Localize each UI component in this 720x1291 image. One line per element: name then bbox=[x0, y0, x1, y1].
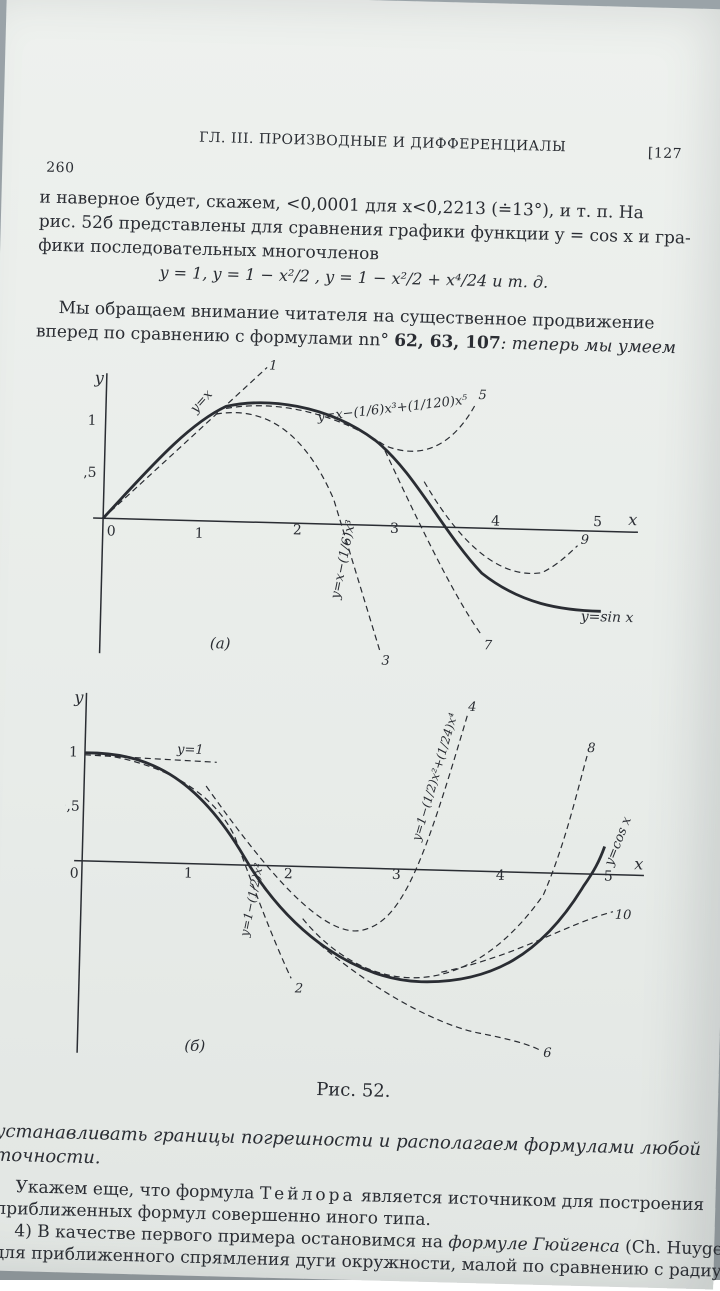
tick-label: 1 bbox=[195, 526, 204, 542]
curve-end-number: 5 bbox=[478, 388, 487, 403]
cos-curve bbox=[84, 751, 606, 984]
x-axis bbox=[74, 859, 644, 877]
tick-label: 3 bbox=[392, 867, 401, 883]
tick-label: 5 bbox=[604, 868, 613, 884]
curve-label-cos: y=cos x bbox=[602, 814, 635, 869]
dashed-curve-5 bbox=[225, 402, 477, 452]
curve-label-y-x: y=x bbox=[187, 387, 216, 417]
chapter-title: ГЛ. III. ПРОИЗВОДНЫЕ И ДИФФЕРЕНЦИАЛЫ bbox=[198, 129, 567, 156]
tick-label: 0,5 bbox=[59, 798, 80, 815]
curve-end-number: 8 bbox=[587, 741, 596, 756]
tick-label: 5 bbox=[593, 514, 602, 530]
tick-label: 1 bbox=[184, 865, 193, 881]
tick-label: 0,5 bbox=[79, 464, 96, 481]
tick-label: 3 bbox=[390, 521, 399, 537]
page-number: 260 bbox=[46, 159, 75, 177]
y-axis-label: y bbox=[94, 368, 105, 387]
dashed-curve-8 bbox=[302, 755, 588, 979]
curve-end-number: 1 bbox=[269, 359, 278, 374]
text-fragment: (Ch. Huygens) bbox=[624, 1237, 720, 1261]
tick-label: 4 bbox=[491, 513, 500, 529]
sin-curve bbox=[102, 401, 601, 613]
section-number: [127 bbox=[647, 145, 683, 163]
curve-label-taylor2: y=1−(1/2)x² bbox=[237, 862, 266, 939]
curve-end-number: 10 bbox=[615, 908, 632, 923]
text-line: точности. bbox=[0, 1144, 101, 1169]
curve-end-number: 9 bbox=[580, 533, 589, 548]
tick-label: 1 bbox=[87, 413, 96, 429]
formula-refs: 62, 63, 107 bbox=[393, 330, 501, 354]
curve-label-taylor5: y=x−(1/6)x³+(1/120)x⁵ bbox=[315, 393, 469, 425]
dashed-curve-10 bbox=[441, 911, 614, 973]
text-line: фики последовательных многочленов bbox=[37, 235, 380, 265]
curve-end-number: 6 bbox=[543, 1046, 552, 1061]
curve-label-sin: y=sin x bbox=[579, 609, 633, 626]
curve-end-number: 7 bbox=[484, 638, 493, 653]
graph-label: (б) bbox=[184, 1037, 205, 1056]
y-axis bbox=[98, 373, 108, 654]
dashed-curve-2 bbox=[84, 752, 292, 979]
dashed-curve-3 bbox=[215, 412, 381, 651]
dashed-curve-9 bbox=[423, 481, 578, 575]
tick-label: 1 bbox=[69, 744, 78, 760]
dashed-curve-1 bbox=[102, 367, 268, 519]
text-fragment: вперед по сравнению с формулами nn° bbox=[35, 321, 395, 351]
text-fragment: : теперь мы умеем bbox=[500, 333, 677, 359]
x-axis bbox=[93, 517, 638, 533]
graph-a: y x 0 1 2 3 4 5 1 0,5 y=x y=x−(1/6)x³+(1… bbox=[79, 359, 638, 669]
dashed-curve-7 bbox=[384, 450, 481, 634]
curve-label-y1: y=1 bbox=[176, 742, 204, 758]
dashed-curve-4 bbox=[205, 712, 469, 932]
curve-end-number: 3 bbox=[381, 654, 390, 669]
curve-end-number: 4 bbox=[467, 700, 477, 715]
name-emphasis: Тейлора bbox=[259, 1183, 356, 1207]
curve-end-number: 2 bbox=[294, 981, 304, 996]
tick-label: 2 bbox=[293, 522, 302, 538]
tick-label: 0 bbox=[70, 865, 79, 881]
formula-line: y = 1, y = 1 − x²/2 , y = 1 − x²/2 + x⁴/… bbox=[159, 262, 549, 292]
graph-b: y x 0 1 2 3 4 5 1 0,5 y=1 y=1−(1/2)x²+(1… bbox=[59, 688, 644, 1061]
dashed-curve-6 bbox=[263, 887, 540, 1051]
tick-label: 4 bbox=[496, 868, 505, 884]
curve-label-taylor4: y=1−(1/2)x²+(1/24)x⁴ bbox=[409, 711, 460, 843]
tick-label: 2 bbox=[284, 866, 293, 882]
figure-caption: Рис. 52. bbox=[315, 1079, 391, 1102]
graph-label: (a) bbox=[210, 634, 231, 653]
x-axis-label: x bbox=[628, 510, 638, 529]
tick-label: 0 bbox=[107, 523, 116, 539]
formula-name: формуле Гюйгенса bbox=[448, 1232, 620, 1258]
curve-label-taylor3: y=x−(1/6)x³ bbox=[328, 519, 359, 601]
text-line: устанавливать границы погрешности и расп… bbox=[0, 1120, 702, 1161]
x-axis-label: x bbox=[634, 854, 644, 873]
y-axis-label: y bbox=[73, 688, 84, 707]
